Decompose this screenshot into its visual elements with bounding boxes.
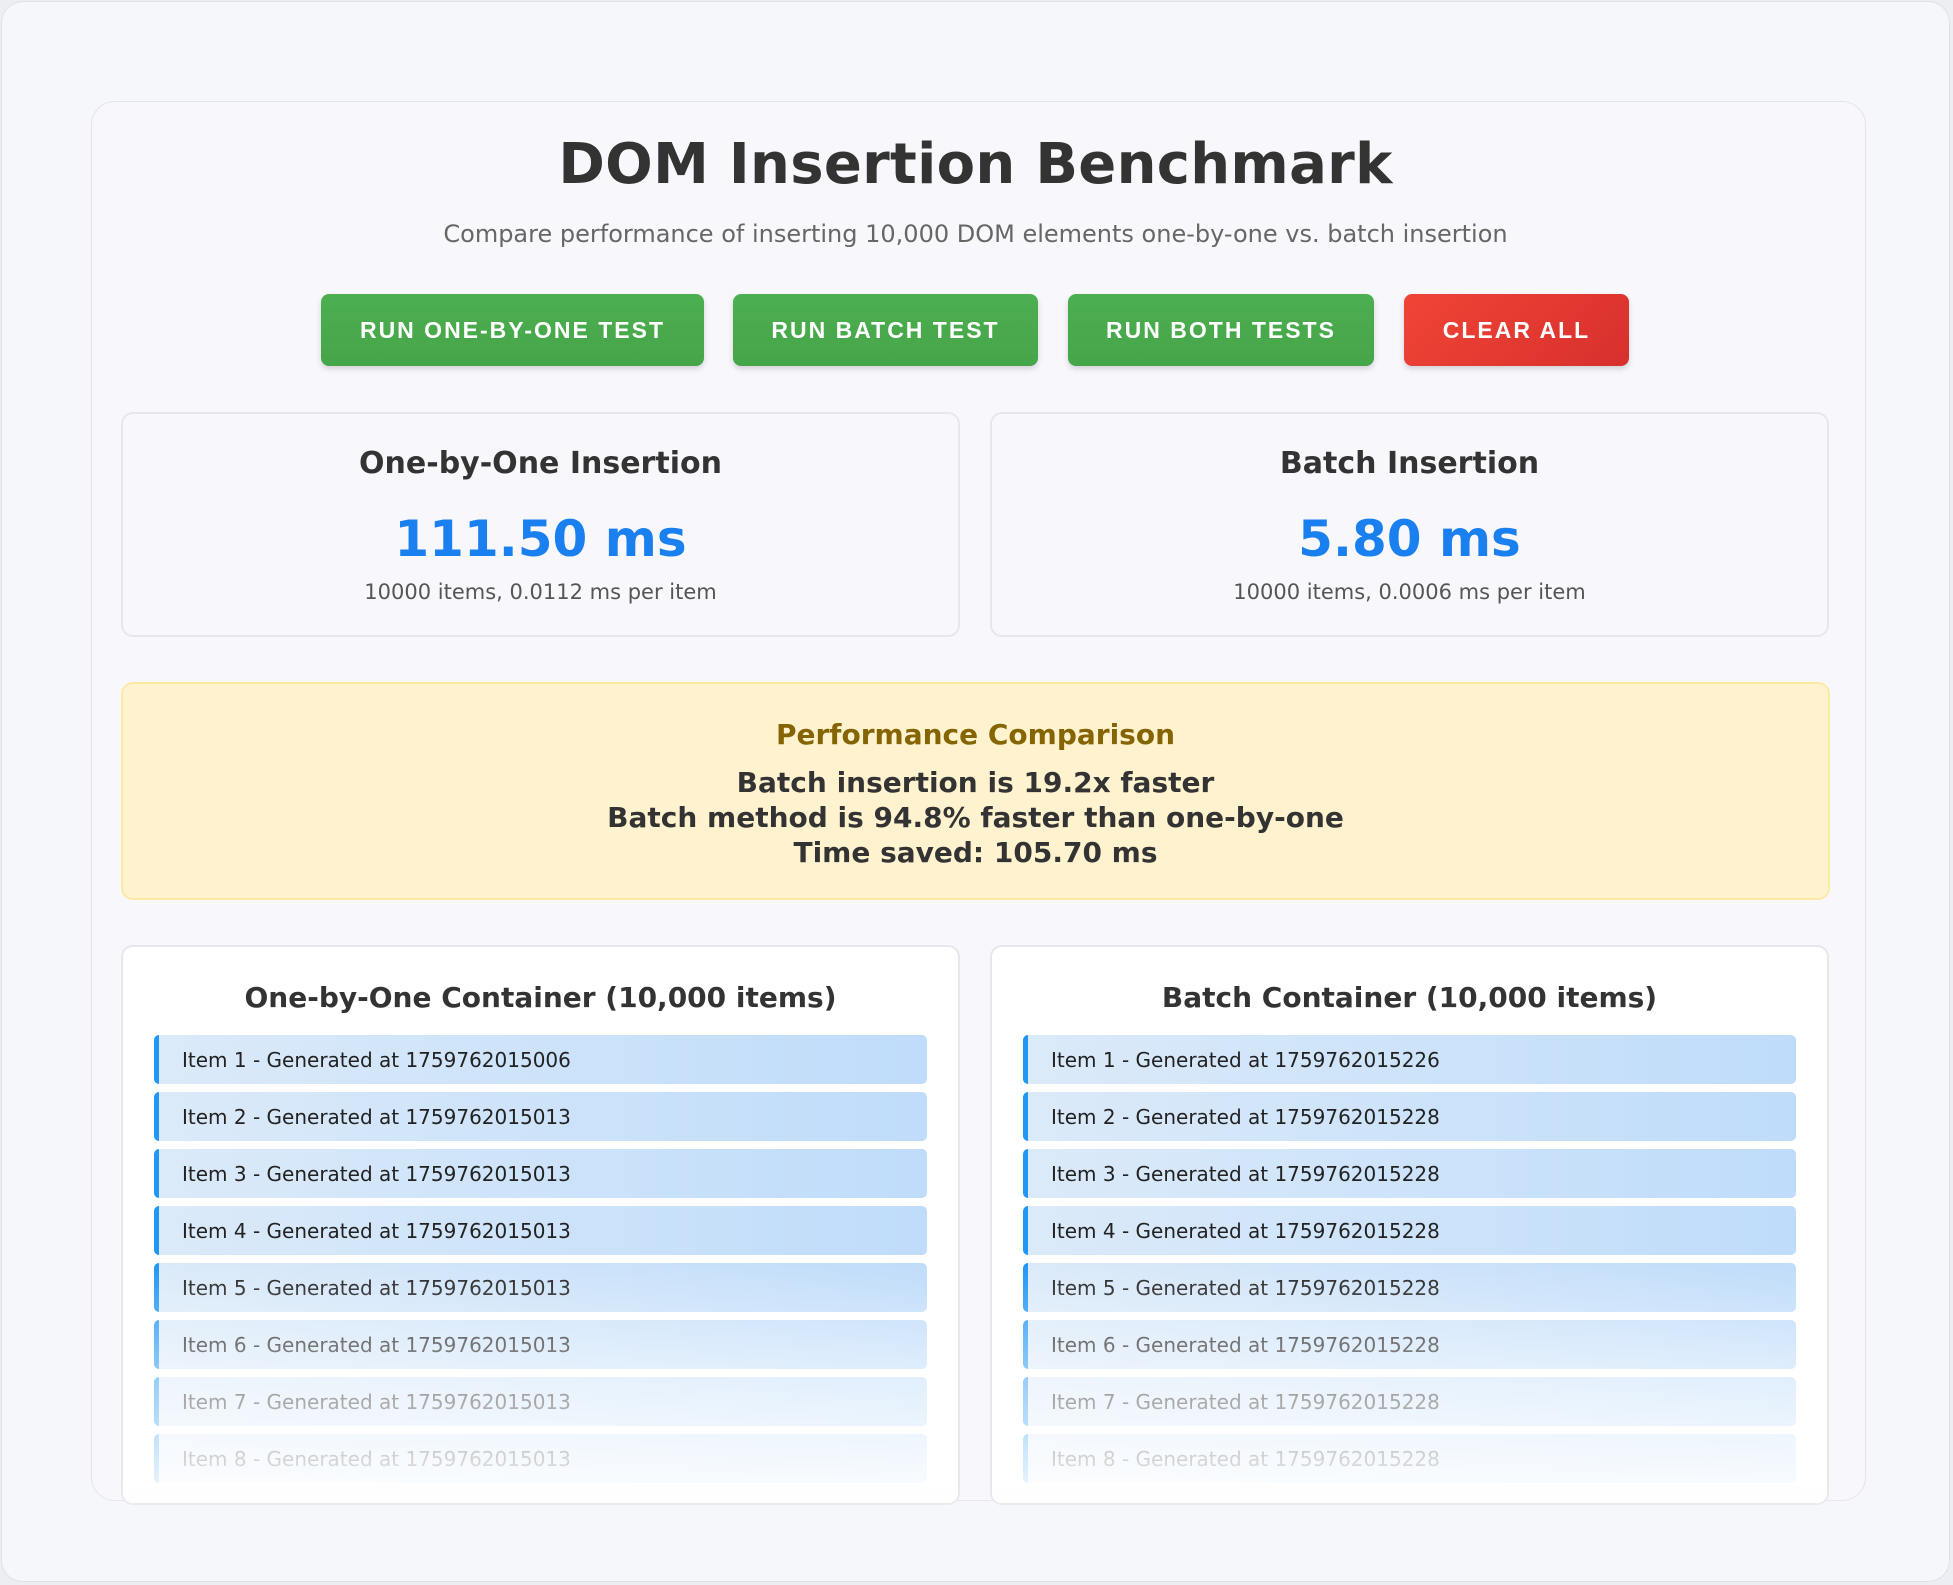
list-item: Item 3 - Generated at 1759762015013 [154, 1149, 927, 1198]
run-both-button[interactable]: RUN BOTH TESTS [1068, 294, 1374, 366]
list-item: Item 7 - Generated at 1759762015013 [154, 1377, 927, 1426]
run-batch-button[interactable]: RUN BATCH TEST [733, 294, 1038, 366]
list-item: Item 6 - Generated at 1759762015013 [154, 1320, 927, 1369]
list-item: Item 6 - Generated at 1759762015228 [1023, 1320, 1796, 1369]
performance-comparison-panel: Performance Comparison Batch insertion i… [121, 682, 1830, 900]
one-by-one-detail: 10000 items, 0.0112 ms per item [364, 580, 717, 604]
page-subtitle: Compare performance of inserting 10,000 … [443, 220, 1508, 248]
list-item: Item 3 - Generated at 1759762015228 [1023, 1149, 1796, 1198]
list-item: Item 2 - Generated at 1759762015013 [154, 1092, 927, 1141]
batch-container-title: Batch Container (10,000 items) [1161, 981, 1658, 1014]
one-by-one-item-list[interactable]: Item 1 - Generated at 1759762015006 Item… [154, 1035, 927, 1491]
list-item: Item 2 - Generated at 1759762015228 [1023, 1092, 1796, 1141]
list-item: Item 5 - Generated at 1759762015013 [154, 1263, 927, 1312]
batch-container[interactable]: Batch Container (10,000 items) Item 1 - … [990, 945, 1829, 1505]
batch-stat-card: Batch Insertion 5.80 ms 10000 items, 0.0… [990, 412, 1829, 637]
list-item: Item 4 - Generated at 1759762015013 [154, 1206, 927, 1255]
page-title: DOM Insertion Benchmark [558, 132, 1393, 197]
one-by-one-stat-title: One-by-One Insertion [359, 446, 722, 481]
list-item: Item 8 - Generated at 1759762015013 [154, 1434, 927, 1483]
batch-detail: 10000 items, 0.0006 ms per item [1233, 580, 1586, 604]
one-by-one-container[interactable]: One-by-One Container (10,000 items) Item… [121, 945, 960, 1505]
one-by-one-stat-card: One-by-One Insertion 111.50 ms 10000 ite… [121, 412, 960, 637]
list-item: Item 7 - Generated at 1759762015228 [1023, 1377, 1796, 1426]
comparison-time-saved: Time saved: 105.70 ms [793, 836, 1158, 869]
comparison-percent: Batch method is 94.8% faster than one-by… [607, 801, 1344, 834]
list-item: Item 1 - Generated at 1759762015006 [154, 1035, 927, 1084]
list-item: Item 8 - Generated at 1759762015228 [1023, 1434, 1796, 1483]
one-by-one-container-title: One-by-One Container (10,000 items) [244, 981, 837, 1014]
clear-all-button[interactable]: CLEAR ALL [1404, 294, 1629, 366]
batch-time-value: 5.80 ms [1298, 510, 1521, 568]
list-item: Item 4 - Generated at 1759762015228 [1023, 1206, 1796, 1255]
batch-item-list[interactable]: Item 1 - Generated at 1759762015226 Item… [1023, 1035, 1796, 1491]
comparison-speedup: Batch insertion is 19.2x faster [736, 766, 1215, 799]
batch-stat-title: Batch Insertion [1279, 446, 1540, 481]
list-item: Item 5 - Generated at 1759762015228 [1023, 1263, 1796, 1312]
comparison-title: Performance Comparison [775, 718, 1176, 751]
one-by-one-time-value: 111.50 ms [394, 510, 687, 568]
run-one-by-one-button[interactable]: RUN ONE-BY-ONE TEST [321, 294, 704, 366]
list-item: Item 1 - Generated at 1759762015226 [1023, 1035, 1796, 1084]
